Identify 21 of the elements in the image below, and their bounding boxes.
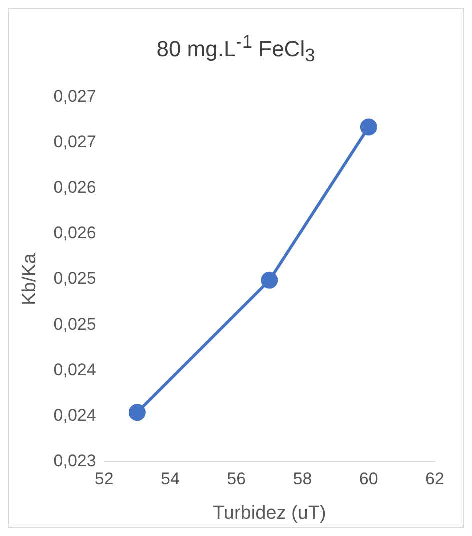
y-tick-label: 0,026 bbox=[54, 178, 96, 198]
x-tick-label: 58 bbox=[293, 470, 312, 489]
x-tick-label: 62 bbox=[426, 470, 444, 489]
y-axis-title: Kb/Ka bbox=[20, 253, 41, 306]
point bbox=[360, 118, 378, 136]
x-tick-label: 52 bbox=[94, 470, 114, 489]
point bbox=[261, 272, 278, 289]
y-tick-label: 0,024 bbox=[54, 406, 96, 425]
y-tick-label: 0,025 bbox=[54, 269, 96, 288]
x-tick-label: 56 bbox=[227, 470, 246, 489]
y-tick-label: 0,025 bbox=[54, 314, 96, 334]
x-tick-label: 60 bbox=[359, 470, 378, 489]
y-tick-label: 0,027 bbox=[54, 132, 96, 152]
x-tick-label: 54 bbox=[161, 470, 180, 489]
x-axis-title: Turbidez (uT) bbox=[213, 502, 326, 524]
y-tick-label: 0,023 bbox=[54, 451, 96, 470]
point bbox=[128, 404, 146, 422]
y-tick-label: 0,024 bbox=[54, 360, 96, 380]
y-tick-label: 0,027 bbox=[54, 86, 96, 106]
y-tick-label: 0,026 bbox=[54, 224, 96, 243]
chart-title: 80 mg.L$^{-1}$ FeCl$_{3}$ bbox=[156, 30, 316, 68]
